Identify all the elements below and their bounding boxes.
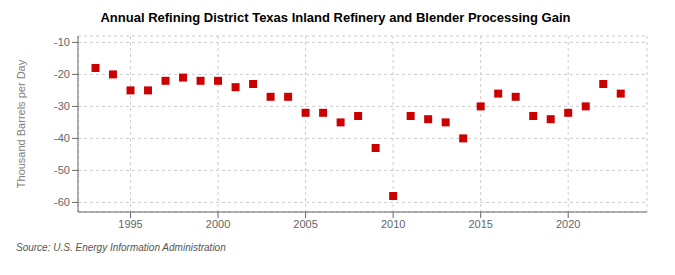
svg-text:2010: 2010 <box>381 218 405 230</box>
svg-text:2020: 2020 <box>556 218 580 230</box>
svg-text:1995: 1995 <box>118 218 142 230</box>
svg-text:-20: -20 <box>54 68 70 80</box>
svg-text:2000: 2000 <box>206 218 230 230</box>
svg-text:-40: -40 <box>54 132 70 144</box>
html-text:Annual Refining District Texas: Annual Refining District Texas Inland Re… <box>100 10 571 25</box>
html-text:Source: U.S. Energy Informatio: Source: U.S. Energy Information Administ… <box>16 242 226 253</box>
svg-text:-10: -10 <box>54 36 70 48</box>
svg-text:-30: -30 <box>54 100 70 112</box>
svg-text:-50: -50 <box>54 164 70 176</box>
svg-text:Thousand Barrels per Day: Thousand Barrels per Day <box>15 59 27 188</box>
svg-text:2015: 2015 <box>468 218 492 230</box>
svg-text:-60: -60 <box>54 196 70 208</box>
svg-text:2005: 2005 <box>293 218 317 230</box>
